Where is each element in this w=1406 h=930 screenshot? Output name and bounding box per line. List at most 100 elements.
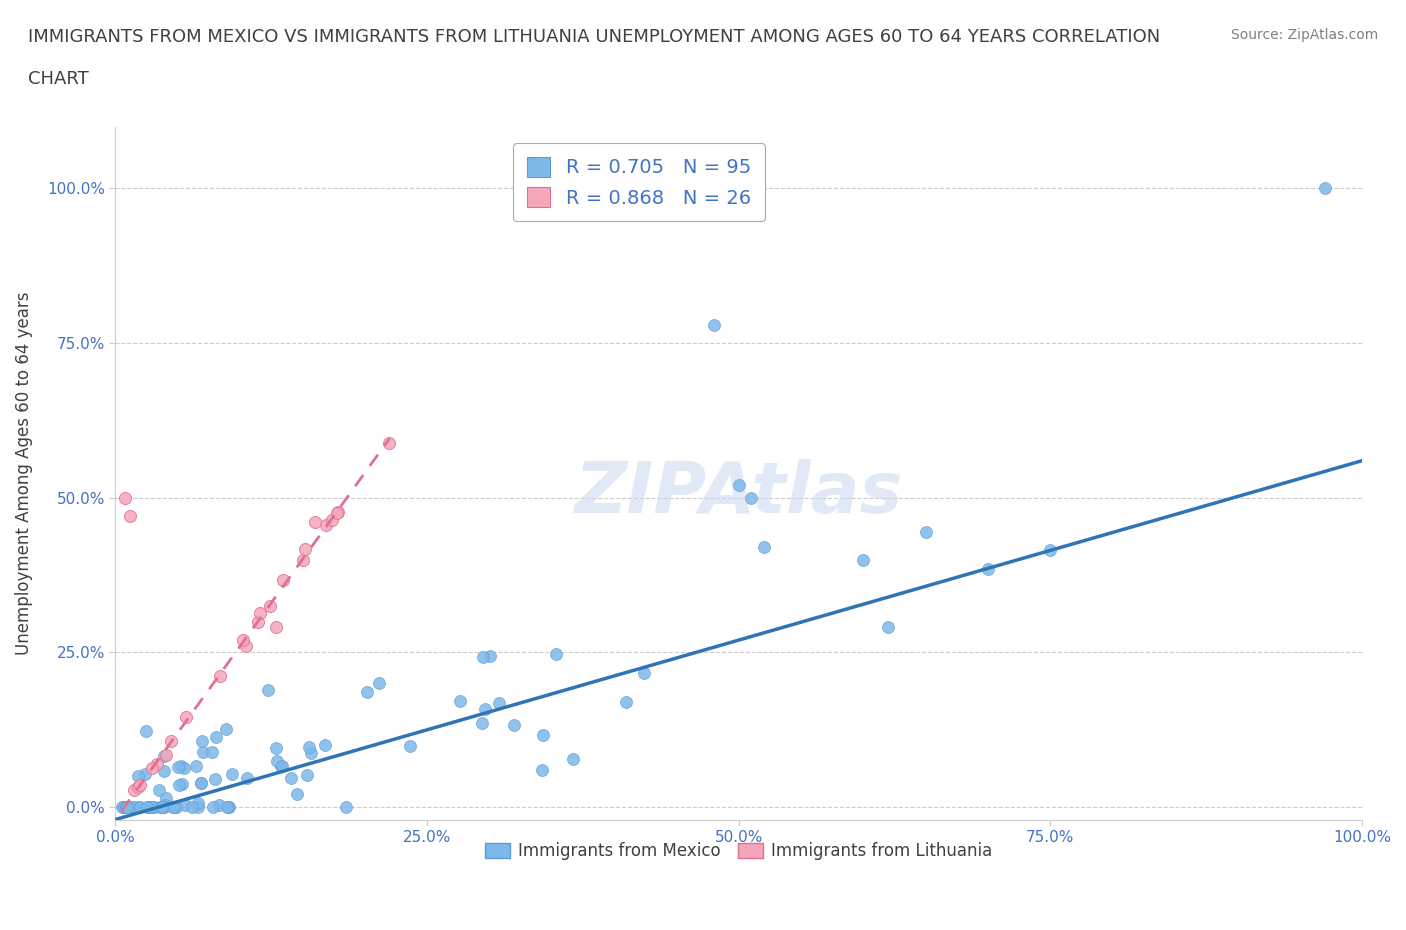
Point [115, 800, 138, 815]
Point [249, 605, 271, 620]
Point [335, 800, 357, 815]
Point [191, 734, 214, 749]
Point [163, 800, 186, 815]
Point [533, 727, 555, 742]
Point [977, 562, 1000, 577]
Point [127, 768, 149, 783]
Point [752, 540, 775, 555]
Point [280, 770, 302, 785]
Point [202, 800, 225, 815]
Point [270, 758, 292, 773]
Text: ZIPAtlas: ZIPAtlas [575, 459, 903, 528]
Point [141, 800, 163, 815]
Point [141, 761, 163, 776]
Point [294, 542, 316, 557]
Point [190, 776, 212, 790]
Point [471, 649, 494, 664]
Point [478, 648, 501, 663]
Point [167, 778, 190, 793]
Point [614, 695, 637, 710]
Point [115, 800, 138, 815]
Point [271, 572, 294, 587]
Point [217, 800, 239, 815]
Point [153, 798, 176, 813]
Text: CHART: CHART [28, 70, 89, 87]
Point [633, 665, 655, 680]
Point [112, 800, 135, 815]
Point [162, 800, 184, 815]
Point [165, 800, 187, 815]
Point [122, 800, 145, 815]
Point [141, 799, 163, 814]
Point [152, 764, 174, 778]
Point [155, 748, 177, 763]
Point [703, 317, 725, 332]
Point [474, 702, 496, 717]
Point [298, 739, 321, 754]
Point [153, 800, 176, 815]
Point [232, 632, 254, 647]
Point [181, 800, 204, 815]
Point [217, 800, 239, 815]
Y-axis label: Unemployment Among Ages 60 to 64 years: Unemployment Among Ages 60 to 64 years [15, 291, 32, 655]
Point [134, 766, 156, 781]
Point [304, 514, 326, 529]
Point [201, 745, 224, 760]
Point [321, 513, 343, 528]
Point [530, 763, 553, 777]
Point [315, 518, 337, 533]
Point [471, 715, 494, 730]
Point [877, 619, 900, 634]
Point [264, 619, 287, 634]
Point [235, 638, 257, 653]
Point [326, 505, 349, 520]
Point [259, 599, 281, 614]
Point [215, 722, 238, 737]
Point [292, 552, 315, 567]
Point [191, 745, 214, 760]
Point [135, 724, 157, 738]
Point [114, 490, 136, 505]
Point [266, 753, 288, 768]
Point [170, 758, 193, 773]
Point [356, 684, 378, 699]
Point [205, 730, 228, 745]
Point [148, 782, 170, 797]
Point [488, 696, 510, 711]
Point [173, 761, 195, 776]
Point [204, 772, 226, 787]
Point [264, 741, 287, 756]
Point [127, 779, 149, 794]
Text: Source: ZipAtlas.com: Source: ZipAtlas.com [1230, 28, 1378, 42]
Point [120, 509, 142, 524]
Point [129, 800, 152, 815]
Point [852, 552, 875, 567]
Point [187, 796, 209, 811]
Point [221, 767, 243, 782]
Point [159, 734, 181, 749]
Point [121, 800, 143, 815]
Point [314, 737, 336, 752]
Point [449, 694, 471, 709]
Legend: Immigrants from Mexico, Immigrants from Lithuania: Immigrants from Mexico, Immigrants from … [478, 835, 998, 867]
Point [174, 710, 197, 724]
Point [146, 757, 169, 772]
Point [162, 800, 184, 815]
Point [138, 800, 160, 815]
Point [166, 759, 188, 774]
Point [127, 800, 149, 815]
Point [208, 798, 231, 813]
Point [150, 800, 173, 815]
Point [247, 615, 270, 630]
Point [149, 800, 172, 815]
Point [136, 800, 159, 815]
Point [110, 800, 132, 815]
Point [299, 746, 322, 761]
Point [398, 738, 420, 753]
Point [174, 798, 197, 813]
Point [295, 767, 318, 782]
Point [285, 786, 308, 801]
Point [326, 505, 349, 520]
Point [727, 478, 749, 493]
Point [155, 790, 177, 805]
